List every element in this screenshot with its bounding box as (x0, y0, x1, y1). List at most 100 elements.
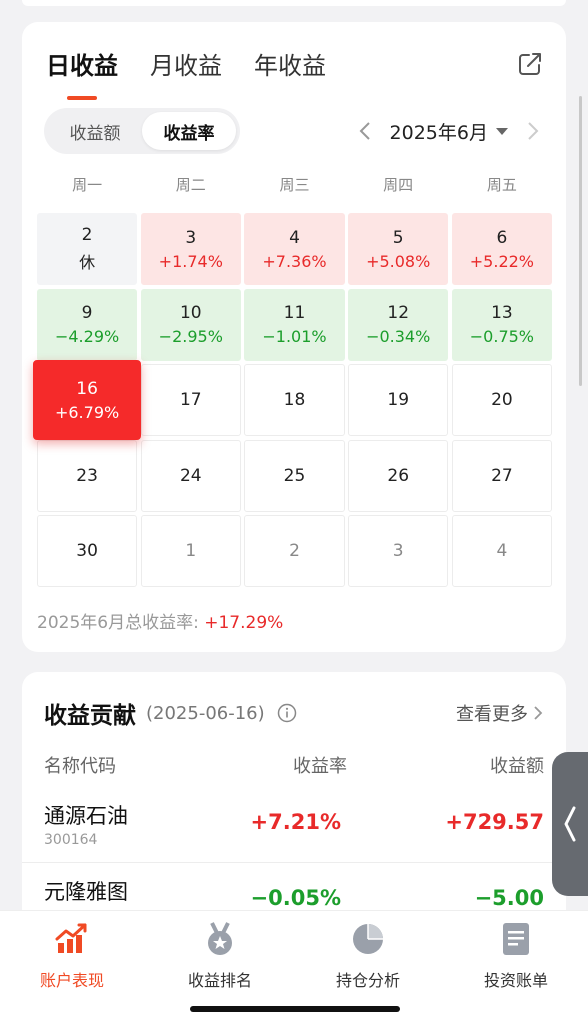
stock-rate: +7.21% (250, 810, 341, 834)
calendar-day[interactable]: 19 (348, 364, 449, 436)
next-month-button[interactable] (518, 116, 548, 146)
calendar-day[interactable]: 10 −2.95% (140, 288, 241, 361)
day-number: 3 (392, 541, 404, 561)
day-number: 5 (392, 227, 404, 248)
stock-name: 元隆雅图 (44, 880, 128, 904)
day-number: 6 (496, 227, 508, 248)
tab-label: 账户表现 (39, 971, 104, 990)
calendar-day[interactable]: 3 (348, 515, 449, 587)
day-number: 23 (76, 465, 98, 486)
tab-account-performance[interactable]: 账户表现 (12, 921, 132, 997)
day-return: −0.34% (366, 327, 431, 346)
tab-label: 持仓分析 (335, 971, 400, 990)
tab-position-analysis[interactable]: 持仓分析 (308, 921, 428, 997)
weekday-header: 周一 周二 周三 周四 周五 (37, 174, 552, 195)
day-number: 17 (179, 390, 202, 410)
stock-amount: −5.00 (474, 886, 544, 910)
day-number: 10 (179, 303, 202, 323)
day-number: 2 (81, 225, 93, 245)
pie-chart-icon (353, 924, 383, 954)
total-label: 2025年6月总收益率: (37, 613, 199, 633)
calendar-day[interactable]: 17 (140, 364, 241, 436)
tab-daily[interactable]: 日收益 (46, 46, 118, 86)
day-return: +7.36% (262, 251, 327, 271)
holding-row[interactable]: 元隆雅图 −0.05% −5.00 (22, 866, 566, 940)
calendar-day[interactable]: 24 (140, 439, 241, 512)
prev-month-button[interactable] (350, 116, 380, 146)
holding-row[interactable]: 通源石油 300164 +7.21% +729.57 (22, 790, 566, 864)
day-number: 13 (491, 303, 513, 323)
day-number: 27 (491, 465, 513, 486)
stock-rate: −0.05% (250, 886, 341, 910)
day-number: 19 (387, 390, 410, 410)
contribution-header: 收益贡献 (2025-06-16) (44, 696, 297, 730)
calendar-day[interactable]: 11 −1.01% (244, 288, 345, 361)
stock-amount: +729.57 (445, 810, 544, 834)
info-icon[interactable] (277, 703, 297, 723)
chevron-left-icon (359, 122, 370, 140)
tab-label: 投资账单 (483, 971, 548, 990)
day-number: 1 (185, 541, 197, 561)
calendar-day[interactable]: 12 −0.34% (348, 288, 449, 361)
view-more-label: 查看更多 (456, 704, 528, 725)
caret-down-icon[interactable] (496, 127, 508, 135)
tab-yearly[interactable]: 年收益 (254, 52, 326, 80)
tab-monthly[interactable]: 月收益 (150, 52, 222, 80)
calendar-grid: 2 休 3 +1.74% 4 +7.36% 5 +5.08% 6 +5.22% 9 −4.29% 10−… (33, 213, 552, 587)
column-header-amount: 收益额 (490, 756, 544, 777)
share-icon[interactable] (516, 50, 544, 78)
scrollbar[interactable] (579, 96, 582, 386)
bill-icon (503, 923, 529, 955)
calendar-day[interactable]: 30 (37, 515, 138, 587)
day-return: +6.79% (54, 402, 120, 422)
calendar-day[interactable]: 6 +5.22% (451, 213, 552, 285)
calendar-day[interactable]: 1 (140, 515, 241, 587)
column-header-name: 名称代码 (44, 756, 116, 777)
calendar-day[interactable]: 4 (451, 515, 552, 587)
tab-label: 收益排名 (187, 971, 252, 990)
day-number: 30 (76, 541, 98, 561)
weekday-label: 周五 (486, 176, 517, 194)
calendar-day[interactable]: 26 (348, 439, 449, 512)
calendar-day[interactable]: 18 (244, 364, 345, 436)
day-return: −2.95% (158, 327, 223, 346)
calendar-day[interactable]: 27 (451, 439, 552, 512)
day-number: 4 (496, 541, 508, 561)
chevron-right-icon (528, 122, 539, 140)
chevron-left-icon (564, 806, 576, 842)
calendar-day[interactable]: 4 +7.36% (244, 213, 345, 285)
weekday-label: 周四 (383, 176, 414, 194)
calendar-day[interactable]: 3 +1.74% (140, 213, 241, 285)
bottom-tab-bar: 账户表现 收益排名 持仓分析 投资账单 (0, 910, 588, 1024)
calendar-day[interactable]: 25 (244, 439, 345, 512)
tab-return-ranking[interactable]: 收益排名 (160, 921, 280, 997)
day-number: 3 (185, 227, 197, 248)
calendar-day-selected[interactable]: 16 +6.79% (33, 360, 142, 440)
calendar-day[interactable]: 23 (37, 439, 138, 512)
toggle-amount[interactable]: 收益额 (69, 123, 121, 144)
day-return: −1.01% (262, 327, 327, 346)
metric-toggle: 收益额 收益率 (44, 108, 240, 154)
day-number: 18 (283, 390, 306, 410)
calendar-day[interactable]: 20 (451, 364, 552, 436)
calendar-day[interactable]: 2 (244, 515, 345, 587)
day-return: +5.22% (469, 251, 534, 271)
toggle-rate[interactable]: 收益率 (142, 112, 236, 150)
tab-investment-bill[interactable]: 投资账单 (456, 921, 576, 997)
month-selector: 2025年6月 (350, 114, 548, 148)
period-tabs: 日收益 月收益 年收益 (46, 46, 326, 86)
view-more-link[interactable]: 查看更多 (456, 700, 544, 726)
calendar-day[interactable]: 9 −4.29% (37, 288, 138, 361)
contribution-title: 收益贡献 (44, 703, 136, 729)
calendar-day[interactable]: 13 −0.75% (451, 288, 552, 361)
calendar-day[interactable]: 5 +5.08% (348, 213, 449, 285)
day-number: 9 (81, 303, 93, 323)
month-label[interactable]: 2025年6月 (389, 121, 488, 144)
day-number: 2 (289, 541, 300, 561)
side-drawer-handle[interactable] (552, 752, 588, 896)
weekday-label: 周一 (72, 176, 103, 194)
home-indicator (190, 1006, 400, 1012)
column-header-rate: 收益率 (293, 756, 347, 777)
medal-icon (208, 922, 232, 955)
